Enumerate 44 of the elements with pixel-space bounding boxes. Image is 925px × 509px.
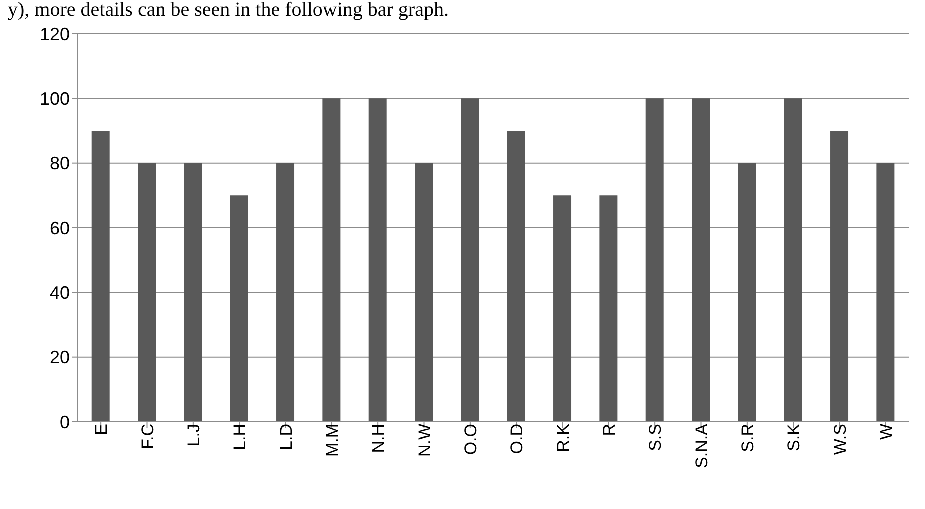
bar [600, 196, 618, 422]
x-tick-label: W.S [830, 424, 850, 456]
bar [738, 163, 756, 422]
x-tick-label: N.W [415, 424, 434, 458]
y-tick-label: 0 [60, 412, 70, 432]
x-tick-label: N.H [369, 424, 388, 454]
x-tick-label: S.S [646, 424, 666, 452]
x-tick-label: L.J [184, 424, 204, 447]
text: y), more details can be seen in the following bar graph. [8, 0, 450, 21]
x-tick-label: S.N.A [692, 423, 712, 468]
bar [415, 163, 434, 422]
bar [876, 163, 895, 422]
x-tick-label: S.R [738, 424, 758, 452]
x-tick-label: O.D [508, 424, 527, 454]
x-tick-label: R.K [554, 423, 573, 452]
bar [692, 98, 710, 422]
y-tick-label: 100 [40, 89, 70, 110]
bar [461, 98, 480, 422]
bar [92, 131, 110, 422]
y-tick-label: 20 [50, 348, 70, 368]
bar [784, 98, 802, 422]
x-tick-label: O.O [461, 424, 480, 456]
x-tick-label: E [92, 424, 112, 436]
x-tick-label: W [876, 424, 896, 440]
x-tick-label: L.D [276, 424, 296, 450]
y-tick-label: 40 [50, 283, 70, 304]
y-tick-label: 80 [50, 154, 70, 174]
x-tick-label: R [600, 424, 619, 436]
bar [646, 98, 664, 422]
bar [322, 98, 341, 422]
bar [138, 163, 156, 422]
bar [230, 196, 248, 422]
bar [276, 163, 295, 422]
bar [368, 98, 387, 422]
bar [554, 196, 572, 422]
bar [830, 131, 849, 422]
x-tick-label: S.K [784, 423, 804, 452]
y-tick-label: 120 [40, 24, 70, 44]
y-tick-label: 60 [50, 218, 70, 238]
x-tick-label: M.M [322, 424, 342, 458]
x-tick-label: F.C [138, 424, 158, 450]
bar [184, 163, 202, 422]
bar [507, 131, 526, 422]
x-tick-label: L.H [230, 424, 250, 450]
